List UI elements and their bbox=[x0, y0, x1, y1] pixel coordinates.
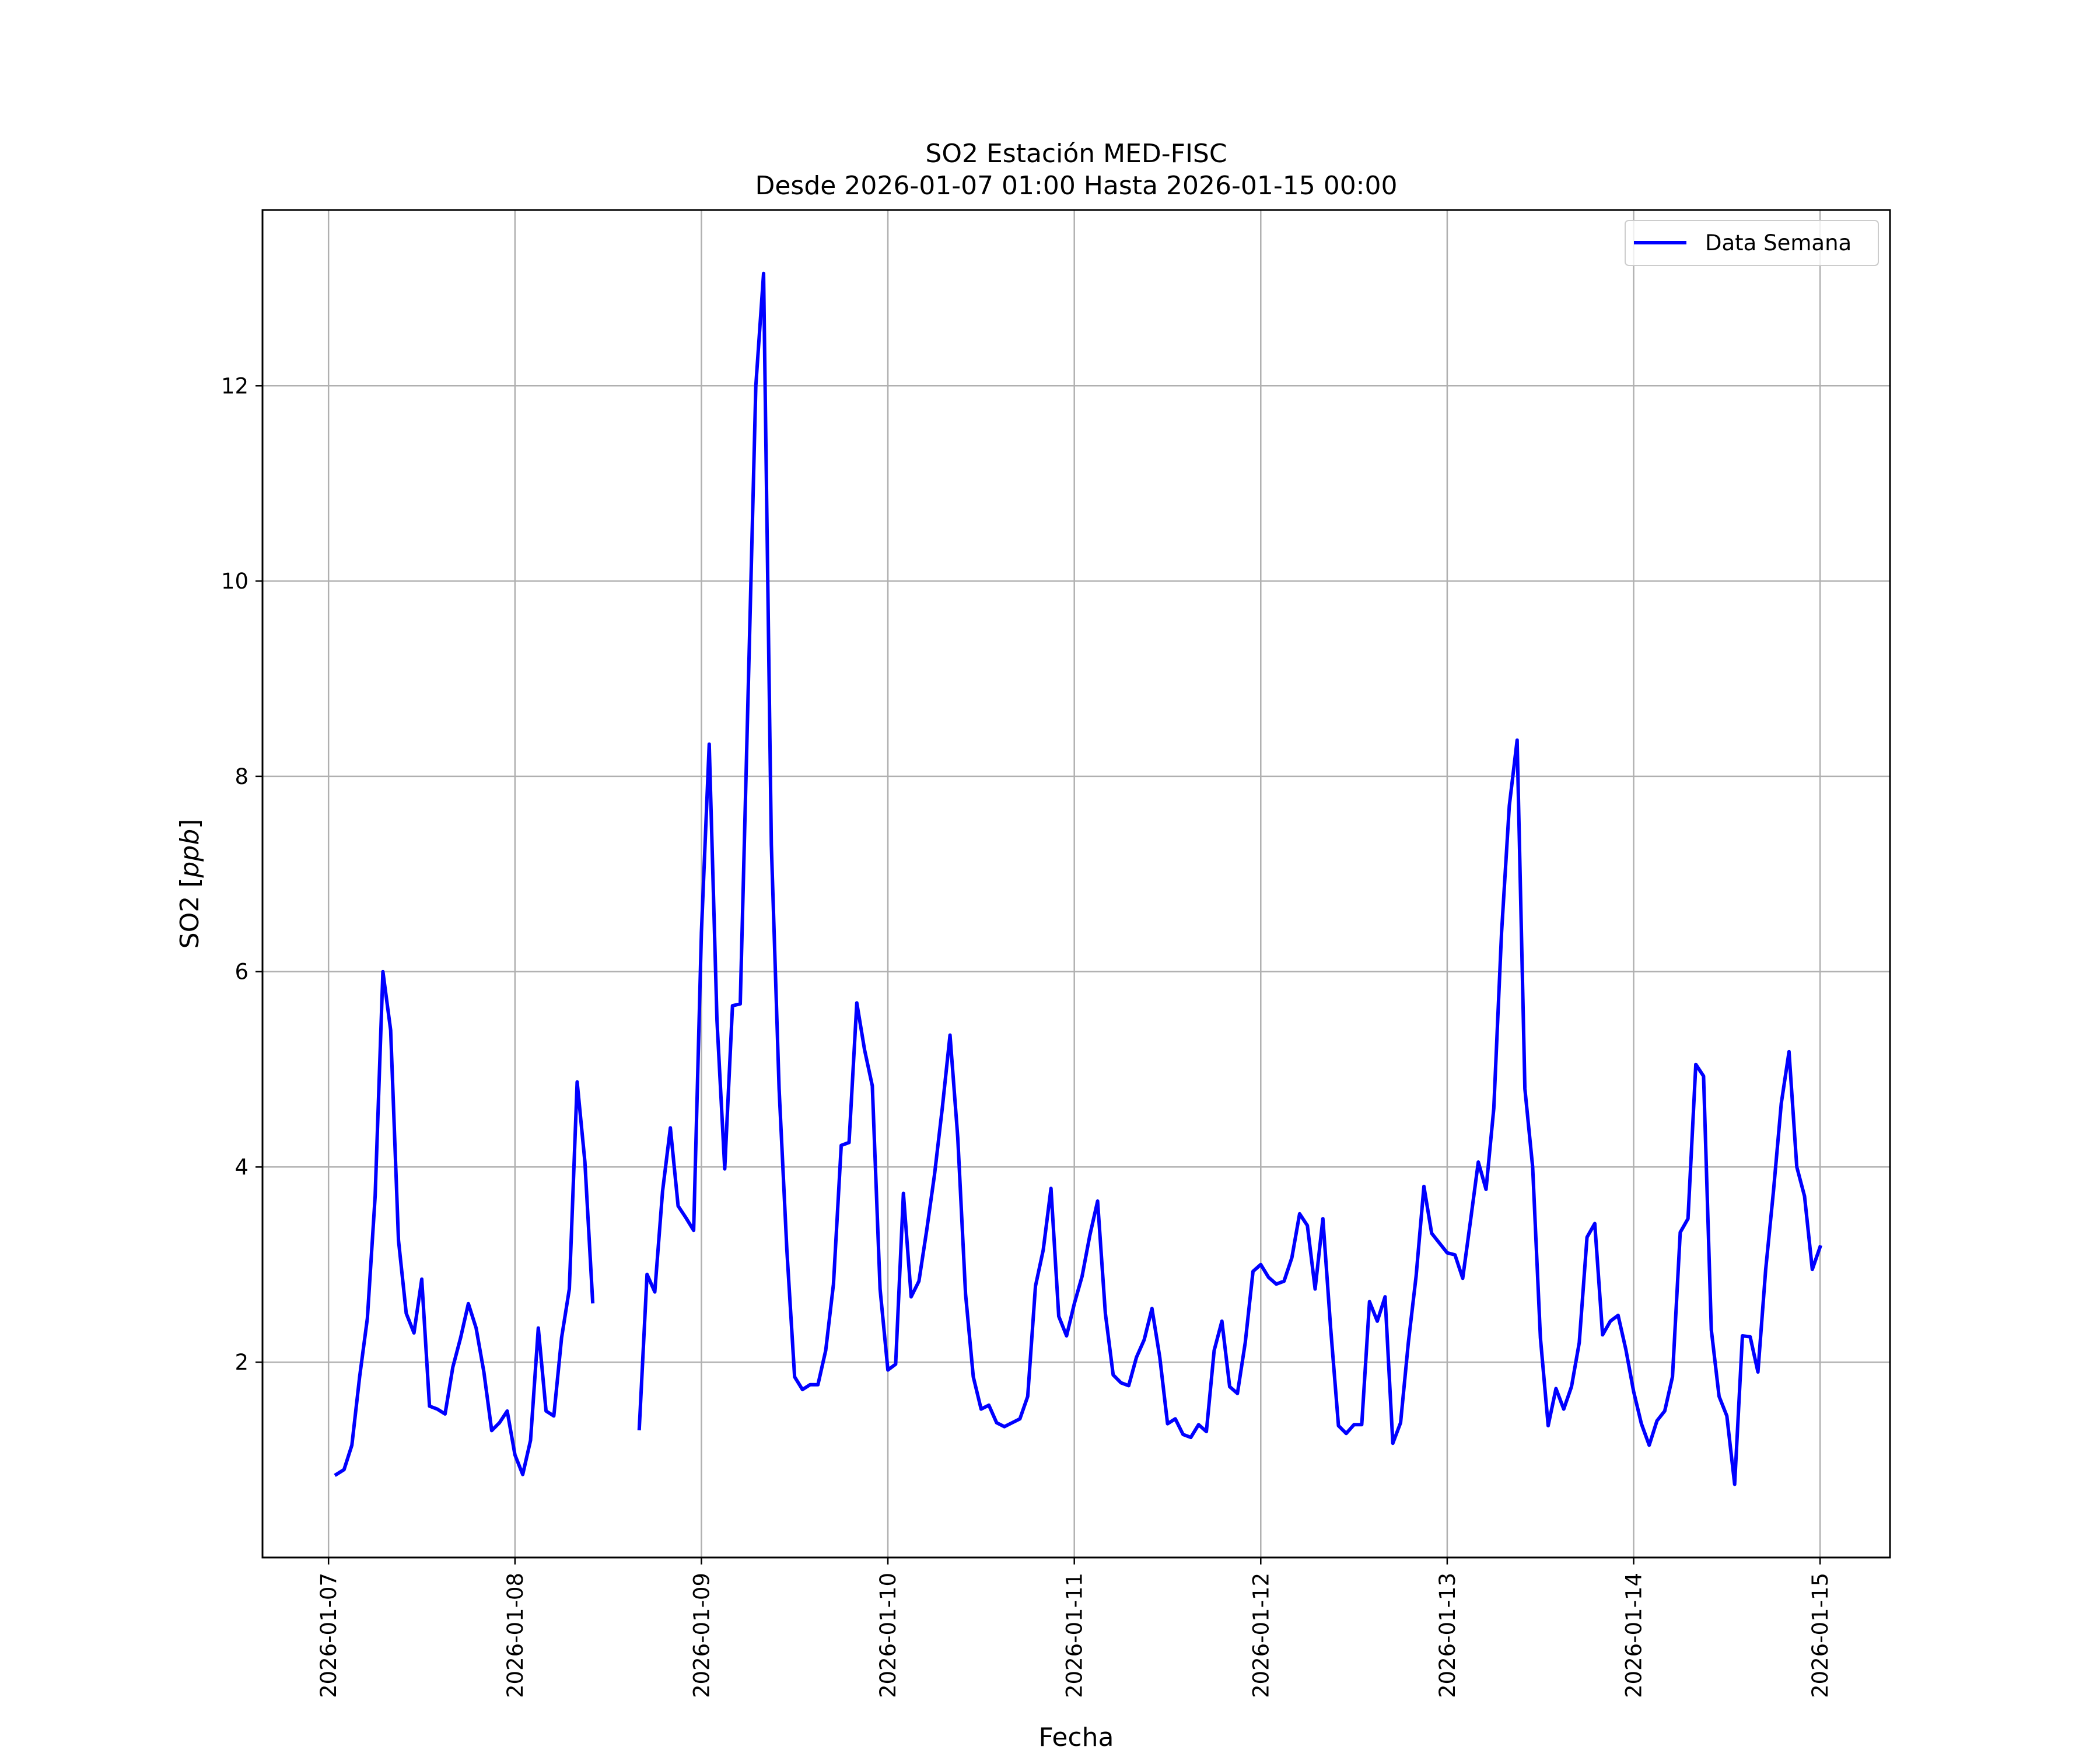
legend-box bbox=[1625, 220, 1879, 266]
series-line bbox=[334, 970, 595, 1477]
legend-label: Data Semana bbox=[1705, 230, 1852, 256]
y-tick-label: 8 bbox=[235, 764, 249, 789]
x-tick-label: 2026-01-09 bbox=[689, 1573, 714, 1698]
series-line bbox=[637, 271, 1822, 1486]
chart-subtitle: Desde 2026-01-07 01:00 Hasta 2026-01-15 … bbox=[755, 171, 1397, 201]
grid bbox=[262, 210, 1890, 1558]
y-tick-label: 2 bbox=[235, 1350, 249, 1375]
x-axis-label: Fecha bbox=[1038, 1723, 1114, 1750]
y-tick-label: 10 bbox=[221, 569, 249, 594]
y-axis-label-unit: ppb bbox=[175, 829, 205, 878]
x-tick-label: 2026-01-13 bbox=[1435, 1573, 1460, 1698]
y-tick-label: 6 bbox=[235, 960, 249, 985]
x-tick-label: 2026-01-08 bbox=[503, 1573, 528, 1698]
x-tick-label: 2026-01-11 bbox=[1062, 1573, 1087, 1698]
x-tick-label: 2026-01-14 bbox=[1622, 1573, 1647, 1698]
y-tick-label: 4 bbox=[235, 1154, 249, 1180]
x-tick-label: 2026-01-12 bbox=[1248, 1573, 1273, 1698]
y-axis-label-close: ] bbox=[175, 819, 205, 829]
chart-title: SO2 Estación MED-FISC bbox=[925, 139, 1227, 169]
x-tick-label: 2026-01-15 bbox=[1808, 1573, 1833, 1698]
y-axis-label: SO2 [ppb] bbox=[175, 819, 205, 949]
series-layer bbox=[334, 271, 1822, 1486]
x-tick-label: 2026-01-07 bbox=[316, 1573, 341, 1698]
plot-frame bbox=[261, 209, 1891, 1559]
x-tick-label: 2026-01-10 bbox=[876, 1573, 901, 1698]
ticks: 2026-01-07 2026-01-08 2026-01-09 2026-01-10… bbox=[221, 373, 1833, 1698]
y-tick-label: 12 bbox=[221, 373, 249, 398]
legend: Data Semana bbox=[1625, 220, 1879, 266]
y-axis-label-main: SO2 [ bbox=[175, 878, 205, 949]
